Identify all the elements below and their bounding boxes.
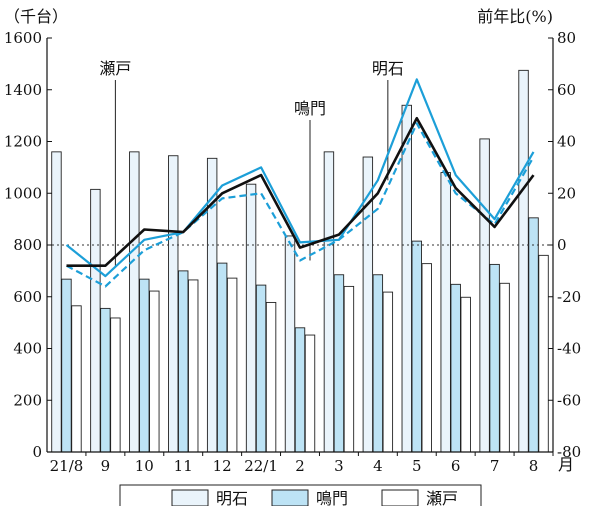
x-tick-label: 11 (174, 457, 193, 475)
left-tick-label: 1000 (4, 184, 42, 202)
x-tick-label: 9 (101, 457, 111, 475)
x-tick-label: 6 (451, 457, 461, 475)
bar-0-1 (90, 188, 101, 453)
bar-2-7 (343, 285, 355, 453)
line-series-1 (65, 122, 535, 288)
right-tick-label: -80 (557, 443, 581, 461)
legend-swatch-akashi (171, 489, 209, 506)
x-tick-label: 2 (295, 457, 305, 475)
bar-0-5 (245, 183, 257, 453)
legend-label-seto: 瀬戸 (426, 489, 458, 506)
bar-1-1 (100, 307, 111, 453)
bar-1-4 (216, 262, 228, 453)
bar-1-12 (528, 217, 539, 453)
line-series (65, 78, 535, 288)
bar-0-12 (518, 69, 529, 453)
legend: 明石 鳴門 瀬戸 (119, 484, 482, 506)
x-tick-label: 4 (373, 457, 383, 475)
right-tick-label: 80 (557, 29, 576, 47)
bar-1-3 (178, 270, 189, 453)
bar-2-8 (382, 291, 394, 453)
bar-2-10 (460, 296, 471, 453)
x-tick-label: 22/1 (244, 457, 278, 475)
legend-label-akashi: 明石 (216, 489, 248, 506)
bar-1-2 (139, 278, 150, 453)
left-tick-label: 200 (13, 391, 42, 409)
x-tick-label: 12 (213, 457, 232, 475)
x-axis-unit: 月 (558, 455, 574, 474)
bar-2-12 (538, 254, 549, 453)
bar-1-0 (61, 278, 72, 453)
tick-labels: 02004006008001000120014001600-80-60-40-2… (4, 29, 581, 475)
bar-0-2 (129, 151, 140, 453)
annotation-label-0: 瀬戸 (99, 59, 131, 78)
bar-2-1 (110, 317, 121, 453)
bar-2-3 (188, 279, 199, 453)
bar-1-6 (294, 327, 306, 453)
bar-1-7 (333, 274, 345, 453)
right-tick-label: 20 (557, 184, 576, 202)
bar-0-7 (323, 151, 335, 453)
left-tick-label: 1200 (4, 133, 42, 151)
x-tick-label: 7 (490, 457, 500, 475)
x-tick-label: 10 (135, 457, 154, 475)
bar-0-0 (51, 151, 62, 453)
left-tick-label: 1600 (4, 29, 42, 47)
bar-2-0 (71, 305, 82, 453)
bar-2-6 (304, 334, 316, 453)
right-tick-label: -20 (557, 288, 581, 306)
left-tick-label: 800 (13, 236, 42, 254)
bar-0-11 (479, 138, 490, 453)
left-tick-label: 1400 (4, 81, 42, 99)
annotation-label-2: 明石 (372, 59, 404, 78)
bar-2-2 (149, 290, 160, 453)
bar-0-9 (401, 104, 412, 453)
right-axis-unit: 前年比(%) (477, 7, 553, 26)
bar-2-11 (499, 282, 510, 453)
right-tick-label: -60 (557, 391, 581, 409)
bar-0-3 (168, 155, 179, 453)
line-series-2 (66, 116, 535, 268)
right-tick-label: 40 (557, 133, 576, 151)
x-tick-label: 5 (412, 457, 422, 475)
left-tick-label: 400 (13, 340, 42, 358)
x-tick-label: 8 (529, 457, 539, 475)
line-series-0 (65, 78, 535, 278)
legend-swatch-seto (381, 489, 419, 506)
bars (51, 69, 549, 453)
right-tick-label: -40 (557, 340, 581, 358)
bar-2-5 (265, 301, 277, 453)
x-tick-label: 3 (334, 457, 344, 475)
left-tick-label: 0 (32, 443, 42, 461)
bar-1-8 (372, 274, 384, 453)
annotation-label-1: 鳴門 (294, 99, 326, 118)
left-tick-label: 600 (13, 288, 42, 306)
left-axis-unit: （千台） (4, 7, 68, 26)
right-tick-label: 0 (557, 236, 567, 254)
right-tick-label: 60 (557, 81, 576, 99)
bar-2-4 (226, 277, 238, 453)
legend-label-naruto: 鳴門 (316, 489, 348, 506)
bar-0-6 (284, 235, 296, 453)
bar-1-10 (450, 283, 461, 453)
bar-2-9 (421, 263, 432, 453)
x-tick-label: 21/8 (50, 457, 84, 475)
bar-1-5 (255, 284, 267, 453)
bar-0-10 (440, 172, 451, 453)
bar-1-9 (411, 240, 422, 453)
legend-swatch-naruto (271, 489, 309, 506)
bar-1-11 (489, 263, 500, 453)
